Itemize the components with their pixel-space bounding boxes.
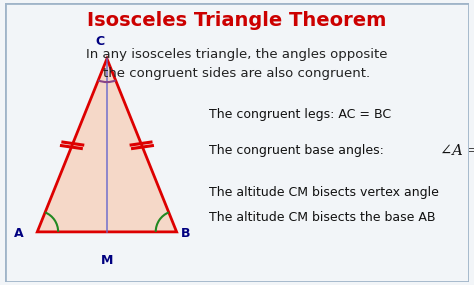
- Polygon shape: [37, 59, 177, 232]
- Text: The altitude CM bisects the base AB: The altitude CM bisects the base AB: [209, 211, 436, 224]
- Text: B: B: [181, 227, 191, 240]
- Text: The altitude CM bisects vertex angle: The altitude CM bisects vertex angle: [209, 186, 443, 199]
- Text: A: A: [14, 227, 23, 240]
- Text: The congruent legs: AC = BC: The congruent legs: AC = BC: [209, 108, 391, 121]
- Text: Isosceles Triangle Theorem: Isosceles Triangle Theorem: [87, 11, 387, 30]
- Text: the congruent sides are also congruent.: the congruent sides are also congruent.: [103, 67, 371, 80]
- Text: M: M: [101, 254, 113, 267]
- Text: The congruent base angles:: The congruent base angles:: [209, 144, 392, 157]
- Text: The congruent base angles:: The congruent base angles:: [209, 144, 392, 157]
- Text: In any isosceles triangle, the angles opposite: In any isosceles triangle, the angles op…: [86, 48, 388, 60]
- Text: The altitude CM bisects vertex angle: The altitude CM bisects vertex angle: [209, 186, 443, 199]
- Text: C: C: [95, 34, 105, 48]
- Text: ∠A = ∠B: ∠A = ∠B: [440, 144, 474, 158]
